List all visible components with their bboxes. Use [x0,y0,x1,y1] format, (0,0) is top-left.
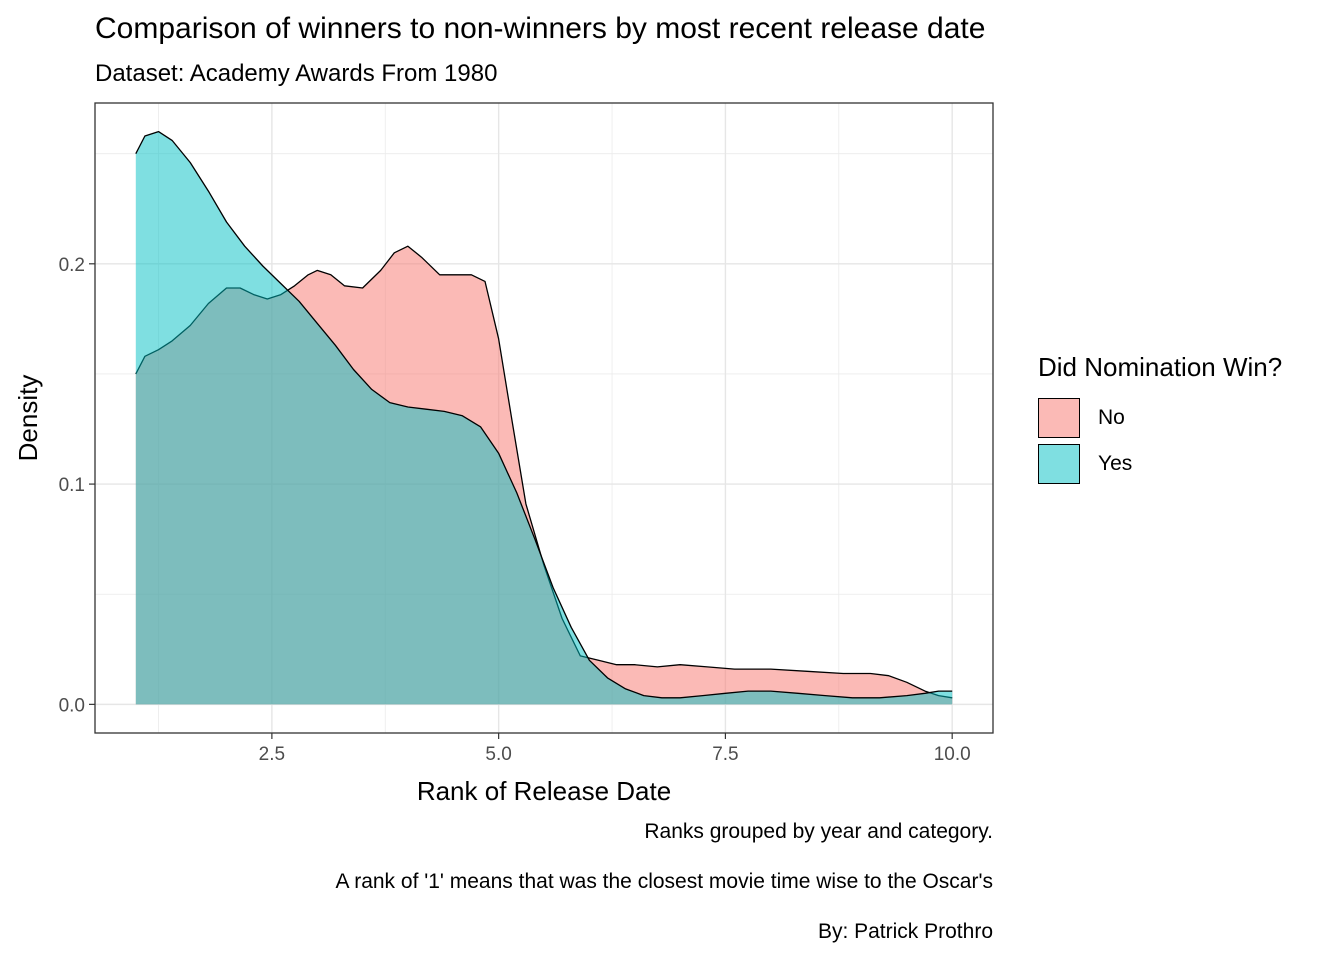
x-tick-label: 2.5 [259,744,285,765]
y-axis-title: Density [13,375,43,462]
density-area-yes [135,131,953,705]
x-tick-label: 5.0 [485,744,511,765]
legend-label-no: No [1098,406,1125,429]
y-tick-label: 0.0 [59,695,85,716]
caption-line-2: A rank of '1' means that was the closest… [335,870,993,893]
density-series [135,130,953,705]
legend-title: Did Nomination Win? [1038,352,1283,382]
density-outline-yes [135,130,953,699]
y-tick-label: 0.1 [59,475,85,496]
legend-label-yes: Yes [1098,452,1133,475]
chart-subtitle: Dataset: Academy Awards From 1980 [95,60,498,87]
legend-key-yes [1038,444,1080,484]
chart-title: Comparison of winners to non-winners by … [95,12,986,45]
x-tick-label: 7.5 [712,744,738,765]
x-tick-label: 10.0 [934,744,971,765]
legend-item-yes: Yes [1038,441,1282,487]
x-axis-title: Rank of Release Date [417,776,671,806]
legend-item-no: No [1038,395,1282,441]
legend-key-no [1038,398,1080,438]
plot-panel-border [94,102,994,734]
legend: Did Nomination Win? No Yes [1038,352,1282,487]
axis-ticks: 2.5 5.0 7.5 10.0 0.0 0.1 0.2 [59,255,971,765]
caption-line-3: By: Patrick Prothro [817,920,993,943]
caption-line-1: Ranks grouped by year and category. [644,820,993,843]
y-tick-label: 0.2 [59,255,85,276]
